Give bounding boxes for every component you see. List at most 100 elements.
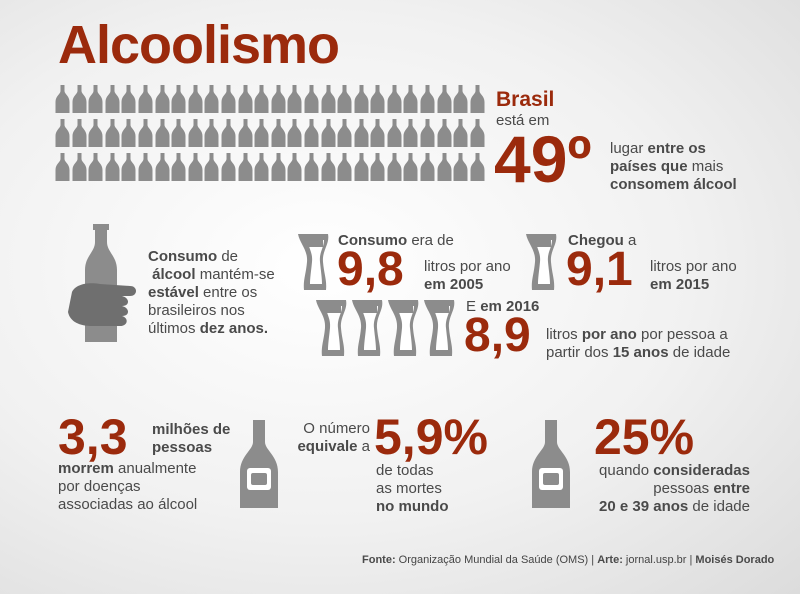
bottle-icon [403,153,418,181]
deaths-text: morrem anualmente por doenças associadas… [58,460,198,513]
bottle-icon [304,119,319,147]
bottle-icon [437,85,452,113]
beer-glass-icon [424,300,455,356]
deaths-value: 3,3 [58,409,128,465]
bottle-icon [403,85,418,113]
bottle-icon [337,153,352,181]
bottle-icon [271,119,286,147]
page-title: Alcoolismo [58,15,340,75]
bottle-icon [204,85,219,113]
beer-glass-icon [526,234,557,290]
source-credit: Fonte: Organização Mundial da Saúde (OMS… [362,554,775,566]
bottle-icon [72,119,87,147]
bottle-icon [171,153,186,181]
bottle-icon [221,85,236,113]
bottle-icon [188,153,203,181]
bottle-icon [188,85,203,113]
bottle-icon [453,85,468,113]
unit-2015: litros por ano [650,258,737,275]
bottle-icon [88,85,103,113]
bottle-icon [337,119,352,147]
percent-text: de todas as mortes no mundo [376,462,449,515]
bottle-icon [155,153,170,181]
beer-glass-icon [298,234,329,290]
label-2016: E em 2016 [466,298,540,315]
bottle-icon [221,153,236,181]
bottle-icon [55,119,70,147]
bottle-icon [138,85,153,113]
bottle-icon [238,119,253,147]
beer-glass-icon [352,300,383,356]
bottle-icon [138,119,153,147]
bottle-icon [240,420,278,508]
bottle-icon [287,85,302,113]
bottle-icon [321,85,335,113]
bottle-icon [171,85,186,113]
bottle-icon [121,153,136,181]
bottle-icon [354,119,369,147]
bottle-icon [55,153,70,181]
rank-prefix: está em [496,112,550,129]
bottle-icon [370,153,385,181]
year-2015: em 2015 [650,276,710,293]
rank-number: 49º [494,122,592,196]
value-2016: 8,9 [464,309,531,362]
bottle-icon [387,85,402,113]
bottle-icon [72,153,87,181]
bottle-icon [370,119,385,147]
bottle-icon [437,119,452,147]
unit-2016: litros por ano por pessoa a partir dos 1… [546,326,731,361]
bottle-icon [470,119,485,147]
bottle-icon [155,119,170,147]
bottle-icon [321,119,335,147]
bottle-icon [470,153,485,181]
bottle-icon [354,153,369,181]
bottle-icon [403,119,418,147]
bottle-icon [304,153,319,181]
bottle-icon [138,153,153,181]
country-label: Brasil [496,88,555,111]
bottle-icon [420,85,435,113]
bottle-icon [304,85,319,113]
bottle-icon [437,153,452,181]
label-2005: Consumo era de [338,232,454,249]
bottle-icon [254,85,269,113]
bottle-icon [453,119,468,147]
bottle-icon [72,85,87,113]
bottle-icon [287,153,302,181]
bottle-icon [532,420,570,508]
hand-bottle-icon [68,224,136,342]
young-text: quando consideradas pessoas entre 20 e 3… [599,462,750,515]
deaths-unit: milhões de pessoas [152,421,231,456]
beer-glass-icon [316,300,347,356]
bottle-icon [370,85,385,113]
bottle-icon [105,153,120,181]
bottle-icon [470,85,485,113]
bottle-icon [155,85,170,113]
bottle-icon [121,85,136,113]
bottle-icon [238,153,253,181]
bottle-icon [88,153,103,181]
year-2005: em 2005 [424,276,484,293]
bottle-icon [420,119,435,147]
bottle-icon [337,85,352,113]
bottle-icon [221,119,236,147]
percent-prefix: O número equivale a [297,420,370,455]
bottle-icon [88,119,103,147]
value-2005: 9,8 [337,243,404,296]
value-2015: 9,1 [566,243,633,296]
bottle-icon [238,85,253,113]
bottle-icon [204,153,219,181]
bottle-icon [105,119,120,147]
bottle-icon [105,85,120,113]
bottle-icon [254,119,269,147]
bottle-icon [254,153,269,181]
percent-value: 5,9% [374,409,488,465]
young-value: 25% [594,409,695,465]
bottle-icon [387,119,402,147]
bottle-icon [420,153,435,181]
bottle-icon [204,119,219,147]
bottle-grid [55,85,486,181]
bottle-icon [271,153,286,181]
rank-text: lugar entre os países que mais consomem … [610,140,737,193]
